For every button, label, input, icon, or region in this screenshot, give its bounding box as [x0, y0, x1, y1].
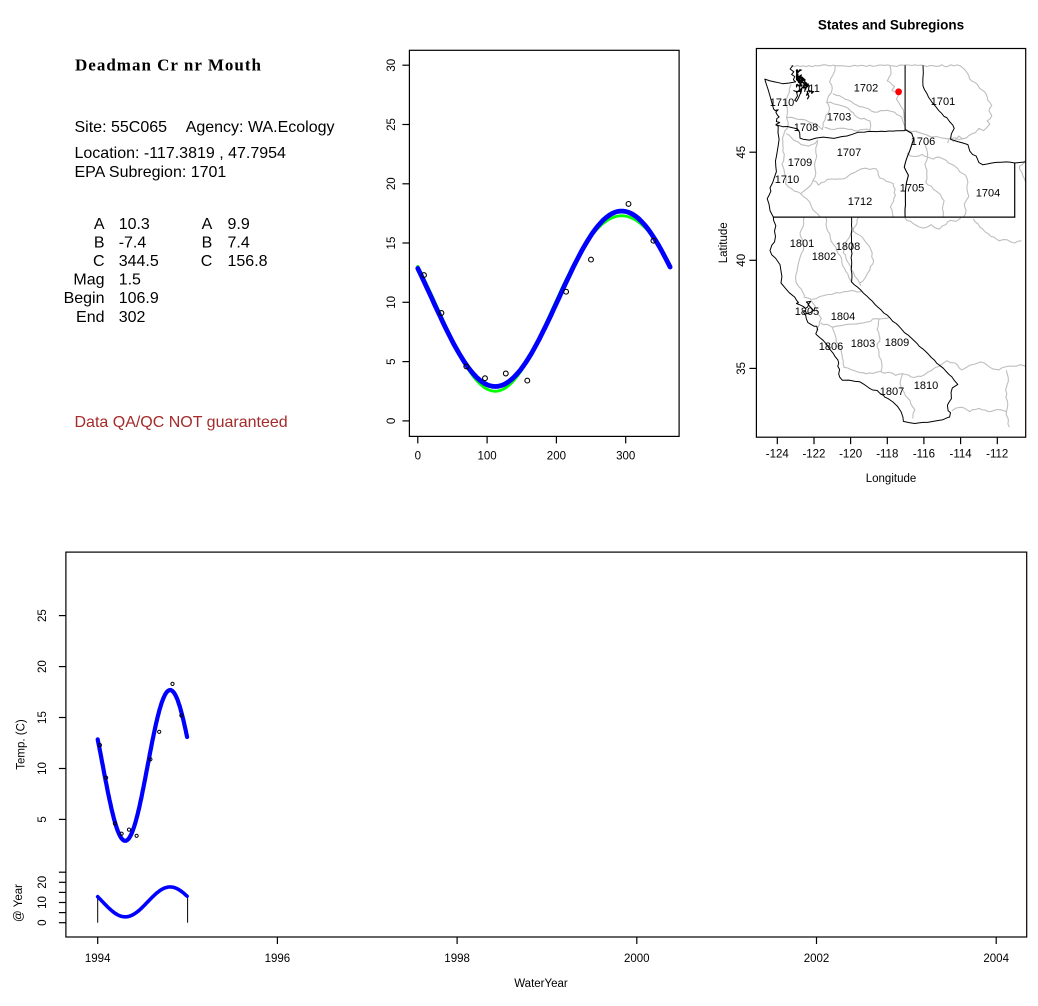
svg-text:1710: 1710: [775, 174, 799, 186]
svg-text:1994: 1994: [85, 953, 111, 965]
svg-text:344.5: 344.5: [119, 253, 159, 270]
svg-text:Agency: WA.Ecology: Agency: WA.Ecology: [186, 119, 335, 136]
svg-text:1712: 1712: [848, 196, 872, 208]
svg-text:156.8: 156.8: [228, 253, 268, 270]
svg-text:-112: -112: [986, 449, 1008, 461]
svg-text:10: 10: [37, 762, 49, 775]
svg-text:A: A: [94, 216, 105, 233]
svg-text:25: 25: [386, 118, 398, 131]
svg-text:1704: 1704: [976, 188, 1000, 200]
svg-text:10: 10: [37, 896, 49, 909]
svg-text:9.9: 9.9: [228, 216, 250, 233]
svg-text:Site: 55C065: Site: 55C065: [75, 119, 168, 136]
svg-text:2002: 2002: [804, 953, 830, 965]
svg-text:1808: 1808: [836, 241, 860, 253]
svg-text:15: 15: [37, 711, 49, 724]
svg-text:1806: 1806: [819, 341, 843, 353]
svg-text:1702: 1702: [854, 83, 878, 95]
svg-text:1701: 1701: [931, 96, 955, 108]
svg-text:1809: 1809: [885, 337, 909, 349]
svg-text:-7.4: -7.4: [119, 234, 147, 251]
svg-text:5: 5: [37, 816, 49, 822]
svg-text:1996: 1996: [265, 953, 291, 965]
svg-text:7.4: 7.4: [228, 234, 250, 251]
svg-text:1708: 1708: [794, 122, 818, 134]
svg-text:B: B: [202, 234, 213, 251]
svg-text:0: 0: [37, 919, 49, 925]
svg-text:302: 302: [119, 309, 146, 326]
svg-text:1709: 1709: [788, 157, 812, 169]
svg-text:100: 100: [478, 451, 497, 463]
svg-text:-116: -116: [913, 449, 935, 461]
svg-text:1810: 1810: [914, 380, 938, 392]
svg-text:C: C: [93, 253, 105, 270]
svg-text:1707: 1707: [837, 147, 861, 159]
svg-text:Data QA/QC NOT guaranteed: Data QA/QC NOT guaranteed: [75, 414, 288, 431]
svg-text:45: 45: [736, 146, 748, 159]
svg-text:Mag: Mag: [73, 272, 104, 289]
svg-text:-114: -114: [950, 449, 973, 461]
svg-text:0: 0: [386, 418, 398, 424]
svg-text:1803: 1803: [851, 338, 875, 350]
svg-text:States and Subregions: States and Subregions: [818, 18, 964, 33]
svg-text:Location: -117.3819 , 47.7954: Location: -117.3819 , 47.7954: [75, 145, 287, 162]
svg-text:25: 25: [37, 609, 49, 622]
svg-text:2004: 2004: [983, 953, 1009, 965]
svg-text:-120: -120: [839, 449, 862, 461]
svg-text:WaterYear: WaterYear: [514, 978, 568, 990]
svg-text:@ Year: @ Year: [13, 884, 25, 922]
svg-text:A: A: [202, 216, 213, 233]
svg-text:10: 10: [386, 296, 398, 309]
svg-text:1703: 1703: [827, 112, 851, 124]
svg-text:15: 15: [386, 237, 398, 250]
svg-text:End: End: [76, 309, 104, 326]
svg-text:1.5: 1.5: [119, 272, 141, 289]
svg-text:106.9: 106.9: [119, 290, 159, 307]
svg-text:-122: -122: [802, 449, 825, 461]
svg-text:20: 20: [386, 177, 398, 190]
svg-text:20: 20: [37, 660, 49, 673]
svg-text:1805: 1805: [795, 306, 819, 318]
svg-text:30: 30: [386, 59, 398, 72]
svg-text:Longitude: Longitude: [866, 473, 917, 485]
svg-text:-124: -124: [766, 449, 790, 461]
svg-text:2000: 2000: [624, 953, 650, 965]
svg-text:Latitude: Latitude: [718, 222, 730, 263]
svg-text:40: 40: [736, 254, 748, 267]
svg-text:200: 200: [547, 451, 566, 463]
svg-text:Deadman Cr nr Mouth: Deadman Cr nr Mouth: [75, 56, 262, 75]
svg-text:C: C: [201, 253, 213, 270]
svg-text:300: 300: [616, 451, 635, 463]
svg-text:B: B: [94, 234, 105, 251]
svg-text:1706: 1706: [911, 136, 935, 148]
svg-text:1710: 1710: [770, 97, 794, 109]
svg-text:EPA Subregion: 1701: EPA Subregion: 1701: [75, 164, 227, 181]
svg-text:-118: -118: [876, 449, 898, 461]
svg-text:Begin: Begin: [64, 290, 105, 307]
svg-text:0: 0: [415, 451, 421, 463]
svg-text:1802: 1802: [812, 251, 836, 263]
svg-text:20: 20: [37, 876, 49, 889]
svg-text:1801: 1801: [790, 238, 814, 250]
svg-text:1804: 1804: [831, 311, 855, 323]
svg-text:1705: 1705: [900, 183, 924, 195]
svg-text:5: 5: [386, 358, 398, 364]
svg-text:Temp. (C): Temp. (C): [16, 719, 28, 770]
svg-text:1807: 1807: [880, 386, 904, 398]
svg-text:10.3: 10.3: [119, 216, 150, 233]
svg-text:35: 35: [736, 362, 748, 375]
svg-text:1998: 1998: [444, 953, 470, 965]
svg-text:1711: 1711: [796, 83, 820, 95]
